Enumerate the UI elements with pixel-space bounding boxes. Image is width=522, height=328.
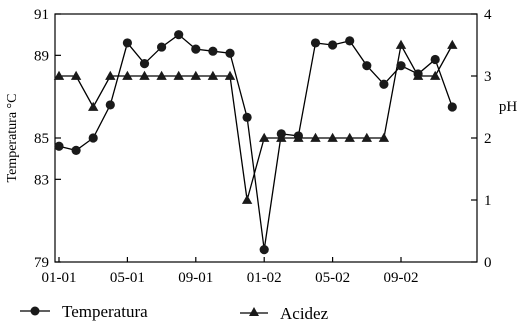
temperatura-point xyxy=(139,59,150,69)
x-tick-label: 05-02 xyxy=(315,270,350,286)
temperatura-point xyxy=(259,245,269,255)
temperatura-point xyxy=(174,30,184,40)
temperatura-point xyxy=(191,44,201,54)
acidez-point xyxy=(190,70,201,80)
acidez-point xyxy=(207,70,219,80)
legend: Temperatura Acidez xyxy=(20,302,329,323)
left-tick-label: 83 xyxy=(34,172,49,188)
acidez-point xyxy=(447,39,458,49)
y-axis-right-label: pH xyxy=(499,99,518,115)
temperatura-point xyxy=(447,102,457,112)
legend-acidez-label: Acidez xyxy=(280,304,329,323)
right-axis-ticks: 0 1 2 3 4 xyxy=(471,7,492,271)
acidez-point xyxy=(70,70,82,80)
temperatura-point xyxy=(122,38,132,48)
left-tick-label: 91 xyxy=(34,7,49,23)
acidez-point xyxy=(395,39,407,49)
temperatura-point xyxy=(328,40,338,50)
left-tick-label: 79 xyxy=(34,255,49,271)
temperatura-point xyxy=(88,133,98,143)
left-tick-label: 89 xyxy=(34,48,49,64)
temperatura-point xyxy=(225,48,235,58)
temperatura-point xyxy=(54,141,64,151)
temperatura-point xyxy=(379,79,389,89)
series-temperatura-line xyxy=(58,33,453,250)
acidez-point xyxy=(327,132,338,142)
acidez-point xyxy=(241,194,253,204)
right-tick-label: 4 xyxy=(484,7,492,23)
legend-temperatura-label: Temperatura xyxy=(62,302,148,321)
x-tick-label: 05-01 xyxy=(110,270,145,286)
temperatura-point xyxy=(105,100,115,110)
series-layer xyxy=(53,30,458,255)
acidez-point xyxy=(53,70,65,80)
legend-temperatura-marker xyxy=(30,306,40,316)
acidez-point xyxy=(344,132,355,142)
right-tick-label: 1 xyxy=(484,193,492,209)
acidez-point xyxy=(276,132,287,142)
temperatura-point xyxy=(362,61,372,71)
temperatura-point xyxy=(242,112,252,122)
acidez-point xyxy=(412,70,424,80)
temperatura-point xyxy=(430,54,440,65)
x-tick-label: 09-02 xyxy=(384,270,419,286)
temperatura-point xyxy=(157,42,167,52)
x-tick-label: 09-01 xyxy=(178,270,213,286)
right-tick-label: 0 xyxy=(484,255,492,271)
right-tick-label: 2 xyxy=(484,131,492,147)
acidez-point xyxy=(122,70,133,80)
y-axis-left-label: Temperatura °C xyxy=(5,94,20,183)
temperatura-point xyxy=(396,61,406,71)
acidez-point xyxy=(293,132,304,142)
right-tick-label: 3 xyxy=(484,69,492,85)
series-acidez-line xyxy=(59,43,453,201)
acidez-point xyxy=(88,101,99,111)
acidez-point xyxy=(310,132,321,142)
acidez-point xyxy=(259,132,270,142)
acidez-point xyxy=(378,132,390,142)
left-axis-ticks: 79 83 85 89 91 xyxy=(34,7,61,271)
acidez-point xyxy=(156,70,167,80)
acidez-point xyxy=(361,132,372,142)
temperatura-point xyxy=(345,36,355,46)
legend-acidez-marker xyxy=(249,307,259,316)
temperatura-point xyxy=(71,145,81,155)
acidez-point xyxy=(430,70,441,80)
temperatura-point xyxy=(208,46,218,56)
acidez-point xyxy=(139,70,150,80)
acidez-point xyxy=(105,70,116,80)
x-tick-label: 01-01 xyxy=(42,270,77,286)
x-axis-ticks: 01-01 05-01 09-01 01-02 05-02 09-02 xyxy=(42,257,419,286)
left-tick-label: 85 xyxy=(34,131,49,147)
acidez-point xyxy=(224,70,236,80)
x-tick-label: 01-02 xyxy=(247,270,282,286)
temperatura-point xyxy=(310,38,321,48)
acidez-point xyxy=(173,70,184,80)
